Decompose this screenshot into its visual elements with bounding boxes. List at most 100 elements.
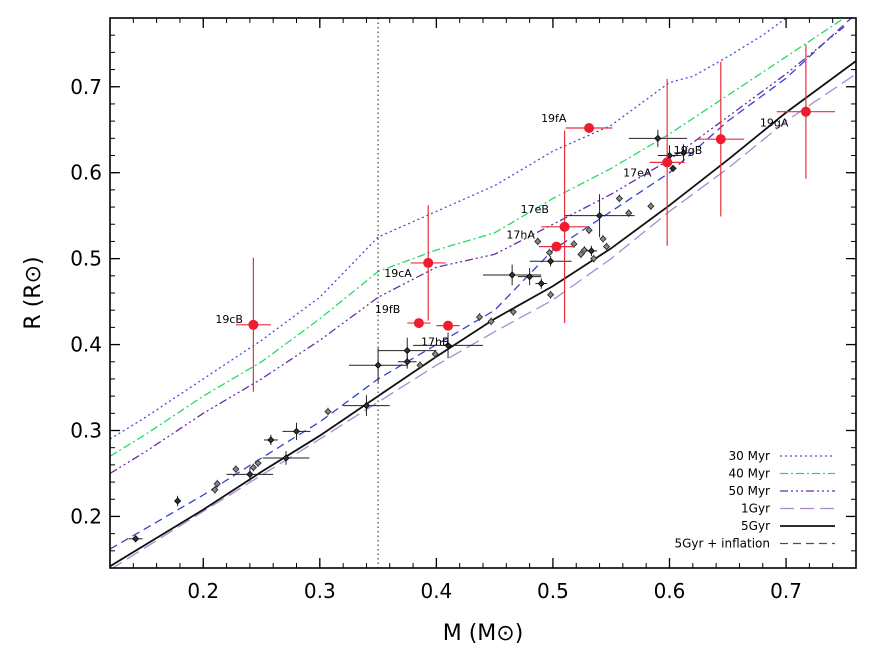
small-point-18 [590,254,598,263]
red-point-marker-19gA [800,106,811,117]
black-point-17 [628,129,687,147]
small-point-marker-8 [475,313,484,321]
red-point-19fB [407,318,431,329]
red-point-17hB [436,320,460,331]
black-point-marker-4 [282,454,290,462]
black-point-marker-2 [267,436,275,444]
y-tick-label-2: 0.4 [70,333,102,357]
small-point-marker-17 [585,226,593,234]
small-point-marker-2 [232,465,240,473]
point-label-19cB: 19cB [215,313,243,326]
small-point-12 [534,237,542,246]
black-point-11 [483,264,542,286]
legend-label-0: 30 Myr [729,449,771,463]
small-point-marker-6 [416,361,424,369]
red-point-marker-19fB [413,318,424,329]
small-point-marker-15 [577,250,585,258]
x-tick-label-3: 0.5 [537,579,569,603]
red-point-marker-19fA [584,123,595,133]
small-point-marker-11 [547,291,555,299]
small-point-4 [254,459,262,468]
black-point-20 [669,164,677,172]
red-point-marker-17eA [662,157,673,168]
red-point-19fA [565,123,613,133]
x-tick-label-2: 0.4 [420,579,452,603]
legend-label-1: 40 Myr [729,467,771,481]
point-label-19fB: 19fB [375,303,400,316]
y-axis-label: R (R⊙) [21,256,46,329]
black-point-marker-1 [174,497,182,505]
black-point-7 [348,348,408,383]
small-point-3 [249,463,257,472]
black-point-13 [535,278,548,289]
black-point-marker-16 [595,212,604,220]
y-tick-label-5: 0.7 [70,75,102,99]
x-tick-label-1: 0.3 [304,579,336,603]
small-point-5 [324,407,332,416]
black-point-marker-11 [508,271,516,279]
black-point-12 [517,268,542,286]
small-point-16 [580,246,588,255]
point-label-17eB: 17eB [521,203,549,216]
small-point-marker-19 [599,235,607,243]
small-point-17 [585,226,593,235]
point-label-19gB: 19gB [674,144,703,157]
red-point-marker-17hA [551,241,562,252]
small-point-marker-0 [211,486,219,494]
black-point-marker-9 [403,358,411,366]
black-point-16 [564,194,635,238]
small-point-8 [475,313,484,322]
small-point-19 [599,234,607,243]
red-point-19cA [410,205,446,321]
y-tick-label-1: 0.3 [70,419,102,443]
x-tick-label-0: 0.2 [187,579,219,603]
black-point-marker-10 [444,341,452,349]
small-point-marker-7 [431,350,439,358]
series-line-40-myr [110,18,845,457]
x-axis-label: M (M⊙) [443,621,524,646]
black-point-marker-0 [132,535,140,543]
black-point-5 [226,467,274,482]
small-point-10 [509,307,517,316]
legend-label-2: 50 Myr [729,484,771,498]
black-point-marker-17 [654,134,662,142]
red-point-17eB [541,130,588,324]
black-point-3 [282,422,311,440]
small-point-marker-20 [602,243,611,251]
series-line-5gyr [110,60,856,568]
small-point-marker-21 [615,194,623,203]
black-point-0 [128,535,143,543]
small-point-20 [602,242,611,251]
black-point-10 [413,332,483,359]
y-tick-label-0: 0.2 [70,504,102,528]
series-line-30-myr [110,18,787,440]
black-point-marker-8 [403,347,411,355]
black-point-marker-20 [669,164,677,172]
small-point-marker-12 [534,237,542,246]
black-point-marker-7 [374,361,382,369]
small-point-1 [213,479,221,488]
small-point-7 [431,350,439,359]
point-label-19cA: 19cA [384,267,412,280]
red-point-marker-17hB [443,320,454,331]
small-point-marker-5 [324,408,332,416]
red-point-marker-19cA [423,257,434,268]
small-point-13 [545,248,554,257]
small-point-11 [547,290,555,299]
small-point-2 [232,465,240,474]
small-point-marker-18 [590,255,598,263]
red-point-19gA [776,44,836,179]
black-point-marker-15 [587,247,595,255]
point-label-17hA: 17hA [506,229,535,242]
legend-label-5: 5Gyr + inflation [675,537,771,551]
black-point-2 [263,434,278,446]
y-tick-label-3: 0.5 [70,247,102,271]
y-tick-label-4: 0.6 [70,161,102,185]
black-point-marker-19 [679,149,688,157]
data-points [128,44,836,543]
black-point-marker-5 [246,470,254,478]
small-point-6 [416,361,424,370]
small-point-marker-23 [647,202,655,210]
black-point-9 [397,354,417,369]
